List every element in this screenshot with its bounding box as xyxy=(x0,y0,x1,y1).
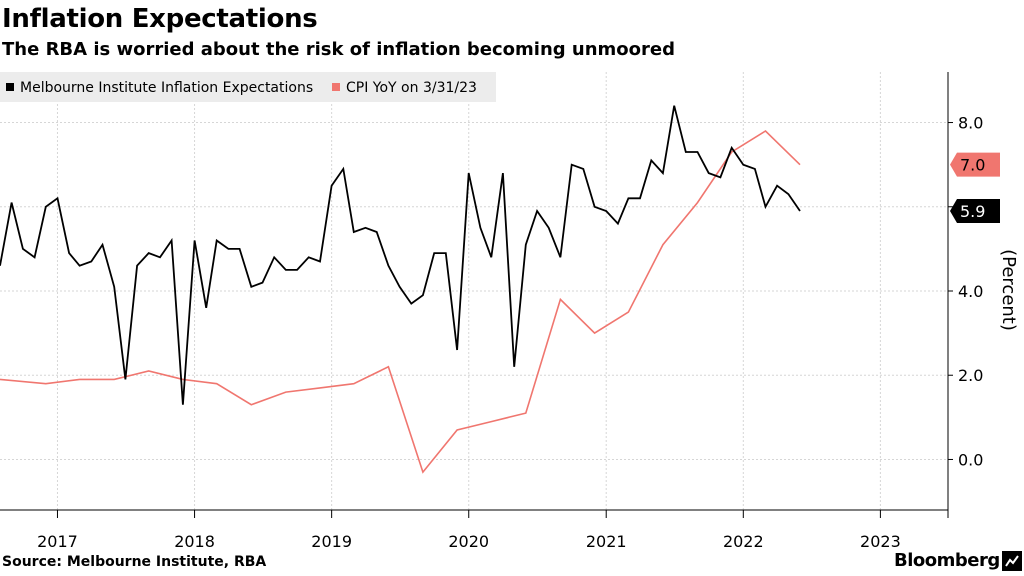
chart-subtitle: The RBA is worried about the risk of inf… xyxy=(2,39,676,60)
y-tick-label: 4.0 xyxy=(958,282,983,301)
y-axis-label: (Percent) xyxy=(998,249,1019,331)
end-label-value: 7.0 xyxy=(960,156,985,175)
y-tick-label: 0.0 xyxy=(958,450,983,469)
end-label-cpi: 7.0 xyxy=(950,152,1000,177)
grid-layer xyxy=(0,72,948,510)
series-layer xyxy=(0,105,801,474)
end-label-layer: 5.9 7.0 xyxy=(950,152,1000,223)
end-label-flag xyxy=(950,152,1000,177)
legend-swatch-expectations xyxy=(6,83,14,91)
legend-swatch-cpi xyxy=(332,83,340,91)
end-label-flag xyxy=(950,198,1000,223)
legend: Melbourne Institute Inflation Expectatio… xyxy=(0,72,496,102)
y-tick-label: 8.0 xyxy=(958,114,983,133)
chart-title: Inflation Expectations xyxy=(2,4,318,34)
x-tick-label: 2020 xyxy=(448,532,489,551)
series-line-expectations xyxy=(0,105,801,405)
axis-layer: 0.0 2.0 4.0 8.0 2017 2018 2019 2020 2021 2022 2023 xyxy=(0,72,983,551)
x-tick-label: 2018 xyxy=(174,532,215,551)
series-line-cpi xyxy=(0,129,801,474)
x-tick-label: 2022 xyxy=(723,532,764,551)
legend-label-expectations: Melbourne Institute Inflation Expectatio… xyxy=(20,80,313,96)
x-tick-label: 2021 xyxy=(586,532,627,551)
bloomberg-terminal-icon xyxy=(1002,551,1022,571)
x-tick-label: 2017 xyxy=(37,532,78,551)
end-label-expectations: 5.9 xyxy=(950,198,1000,223)
bloomberg-logo: Bloomberg xyxy=(894,550,1000,571)
legend-background xyxy=(0,72,496,102)
x-tick-label: 2023 xyxy=(860,532,901,551)
source-note: Source: Melbourne Institute, RBA xyxy=(2,554,267,570)
x-tick-label: 2019 xyxy=(311,532,352,551)
y-tick-label: 2.0 xyxy=(958,366,983,385)
end-label-value: 5.9 xyxy=(960,202,985,221)
legend-label-cpi: CPI YoY on 3/31/23 xyxy=(346,80,477,96)
